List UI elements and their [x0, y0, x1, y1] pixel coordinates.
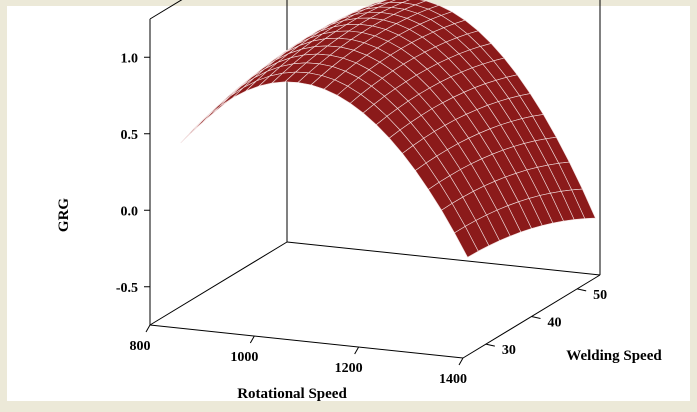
- x-tick-label: 1400: [439, 372, 467, 387]
- z-tick-label: 0.5: [121, 128, 139, 143]
- y-tick-mark: [577, 288, 587, 292]
- box-edge: [149, 324, 464, 359]
- y-tick-label: 30: [502, 343, 516, 358]
- z-tick-label: -0.5: [116, 281, 138, 296]
- surface-patch: [454, 225, 479, 258]
- z-tick-label: 0.0: [121, 204, 139, 219]
- x-axis-label: Rotational Speed: [237, 386, 347, 402]
- box-edge: [149, 0, 183, 20]
- x-tick-mark: [145, 324, 151, 333]
- y-tick-label: 40: [548, 316, 562, 331]
- x-tick-mark: [354, 346, 360, 355]
- box-edge: [286, 241, 601, 276]
- y-axis-ticks: 30 40 50: [485, 288, 607, 358]
- x-tick-label: 1200: [335, 361, 363, 376]
- z-axis-ticks: -0.5 0.0 0.5 1.0: [116, 51, 150, 296]
- response-surface: [180, 0, 596, 258]
- back-box-frame: [149, 0, 601, 326]
- y-tick-mark: [531, 316, 541, 319]
- x-tick-label: 1000: [230, 350, 258, 365]
- y-axis-label: Welding Speed: [566, 348, 662, 364]
- z-tick-label: 1.0: [121, 51, 139, 66]
- z-axis-label: GRG: [56, 198, 72, 233]
- y-tick-mark: [485, 343, 495, 347]
- y-tick-label: 50: [593, 288, 607, 303]
- x-tick-label: 800: [130, 339, 151, 354]
- x-tick-mark: [249, 335, 255, 344]
- box-edge: [149, 241, 288, 326]
- x-axis-ticks: 800 1000 1200 1400: [130, 324, 467, 387]
- x-tick-mark: [458, 357, 464, 366]
